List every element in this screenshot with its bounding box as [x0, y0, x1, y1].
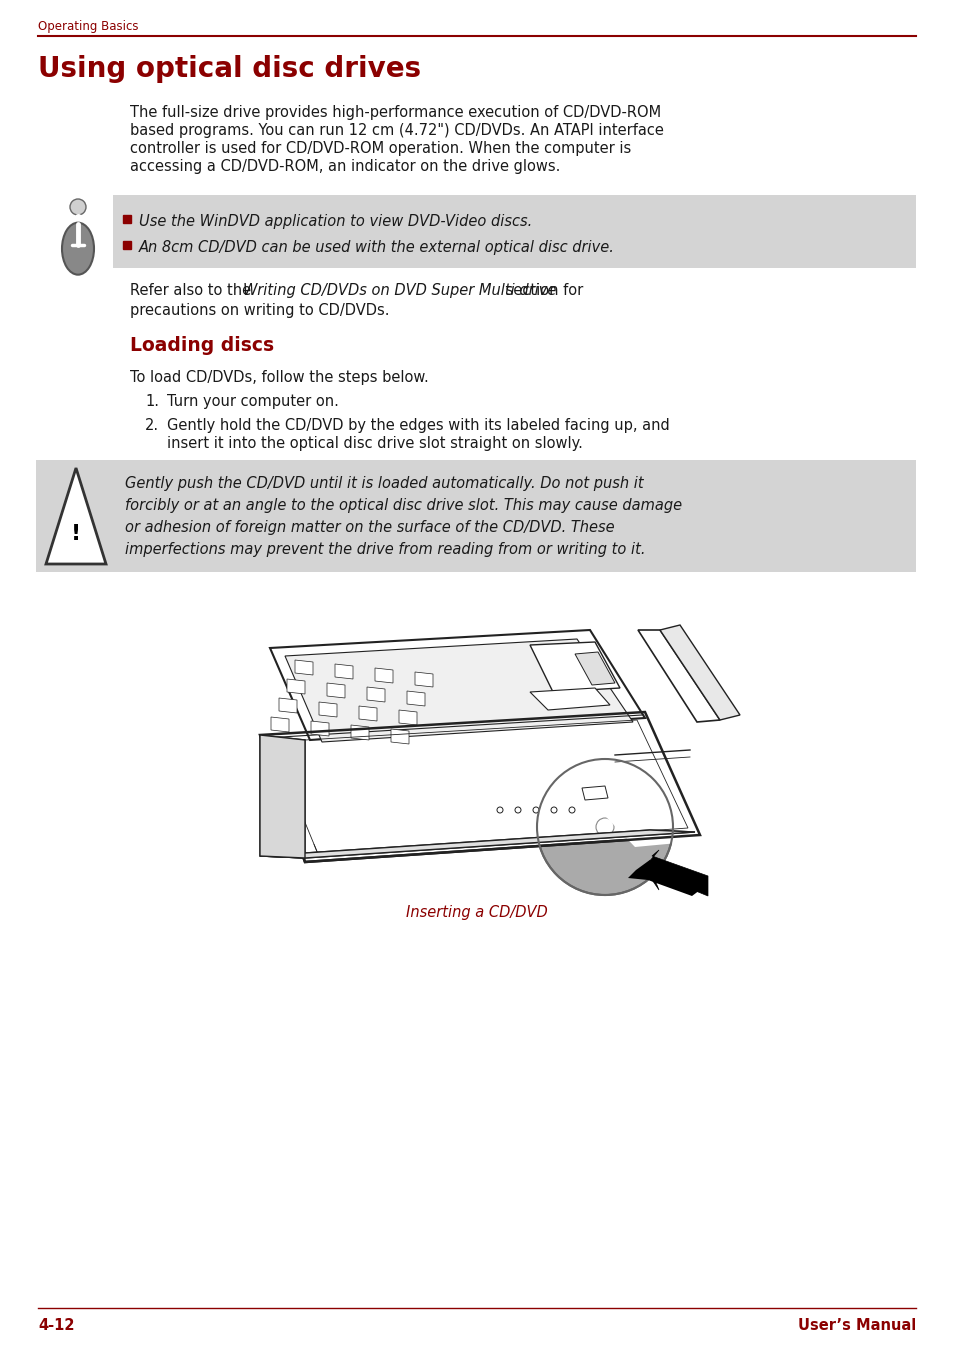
- Polygon shape: [415, 672, 433, 687]
- Circle shape: [278, 834, 291, 846]
- Polygon shape: [375, 668, 393, 683]
- Circle shape: [596, 818, 614, 836]
- Polygon shape: [358, 706, 376, 721]
- Polygon shape: [270, 630, 644, 740]
- Polygon shape: [278, 698, 296, 713]
- Polygon shape: [335, 664, 353, 679]
- Polygon shape: [327, 683, 345, 698]
- FancyBboxPatch shape: [36, 460, 915, 572]
- Polygon shape: [294, 660, 313, 675]
- Text: Turn your computer on.: Turn your computer on.: [167, 393, 338, 410]
- Text: imperfections may prevent the drive from reading from or writing to it.: imperfections may prevent the drive from…: [125, 542, 645, 557]
- Text: Loading discs: Loading discs: [130, 337, 274, 356]
- Circle shape: [497, 807, 502, 813]
- Polygon shape: [46, 468, 106, 564]
- Bar: [123, 241, 131, 249]
- Polygon shape: [318, 702, 336, 717]
- Ellipse shape: [62, 223, 94, 274]
- Polygon shape: [351, 725, 369, 740]
- Polygon shape: [287, 679, 305, 694]
- Text: section for: section for: [500, 283, 582, 297]
- Circle shape: [537, 758, 672, 895]
- Text: An 8cm CD/DVD can be used with the external optical disc drive.: An 8cm CD/DVD can be used with the exter…: [139, 241, 615, 256]
- Polygon shape: [367, 687, 385, 702]
- Text: Gently hold the CD/DVD by the edges with its labeled facing up, and: Gently hold the CD/DVD by the edges with…: [167, 418, 669, 433]
- Circle shape: [551, 807, 557, 813]
- Text: accessing a CD/DVD-ROM, an indicator on the drive glows.: accessing a CD/DVD-ROM, an indicator on …: [130, 160, 559, 174]
- Polygon shape: [260, 735, 305, 859]
- Text: Writing CD/DVDs on DVD Super Multi drive: Writing CD/DVDs on DVD Super Multi drive: [243, 283, 556, 297]
- Text: controller is used for CD/DVD-ROM operation. When the computer is: controller is used for CD/DVD-ROM operat…: [130, 141, 631, 155]
- Text: Inserting a CD/DVD: Inserting a CD/DVD: [406, 904, 547, 919]
- Text: 1.: 1.: [145, 393, 159, 410]
- Circle shape: [515, 807, 520, 813]
- Polygon shape: [272, 721, 687, 854]
- Polygon shape: [643, 850, 707, 896]
- Polygon shape: [260, 830, 695, 859]
- Polygon shape: [581, 786, 607, 800]
- Polygon shape: [248, 704, 709, 854]
- Text: Using optical disc drives: Using optical disc drives: [38, 55, 420, 82]
- Text: User’s Manual: User’s Manual: [797, 1318, 915, 1333]
- Polygon shape: [575, 652, 615, 685]
- Text: The full-size drive provides high-performance execution of CD/DVD-ROM: The full-size drive provides high-perfor…: [130, 105, 660, 120]
- Polygon shape: [271, 717, 289, 731]
- Polygon shape: [285, 639, 633, 742]
- FancyBboxPatch shape: [112, 195, 915, 268]
- Text: Refer also to the: Refer also to the: [130, 283, 255, 297]
- Polygon shape: [530, 688, 609, 710]
- Text: Gently push the CD/DVD until it is loaded automatically. Do not push it: Gently push the CD/DVD until it is loade…: [125, 476, 643, 491]
- Polygon shape: [391, 729, 409, 744]
- Text: To load CD/DVDs, follow the steps below.: To load CD/DVDs, follow the steps below.: [130, 370, 428, 385]
- Circle shape: [533, 807, 538, 813]
- Polygon shape: [311, 721, 329, 735]
- Polygon shape: [260, 830, 695, 859]
- Polygon shape: [530, 642, 619, 692]
- Polygon shape: [398, 710, 416, 725]
- Polygon shape: [638, 630, 720, 722]
- Text: Use the WinDVD application to view DVD-Video discs.: Use the WinDVD application to view DVD-V…: [139, 214, 532, 228]
- Polygon shape: [627, 854, 700, 896]
- Circle shape: [278, 806, 291, 818]
- Text: insert it into the optical disc drive slot straight on slowly.: insert it into the optical disc drive sl…: [167, 435, 582, 452]
- Text: based programs. You can run 12 cm (4.72") CD/DVDs. An ATAPI interface: based programs. You can run 12 cm (4.72"…: [130, 123, 663, 138]
- Polygon shape: [659, 625, 740, 721]
- Text: or adhesion of foreign matter on the surface of the CD/DVD. These: or adhesion of foreign matter on the sur…: [125, 521, 614, 535]
- Circle shape: [70, 199, 86, 215]
- Text: precautions on writing to CD/DVDs.: precautions on writing to CD/DVDs.: [130, 303, 389, 318]
- Text: forcibly or at an angle to the optical disc drive slot. This may cause damage: forcibly or at an angle to the optical d…: [125, 498, 681, 512]
- Text: Operating Basics: Operating Basics: [38, 20, 138, 32]
- Polygon shape: [407, 691, 424, 706]
- Bar: [123, 215, 131, 223]
- Polygon shape: [260, 735, 305, 859]
- Circle shape: [568, 807, 575, 813]
- Text: 2.: 2.: [145, 418, 159, 433]
- Text: !: !: [71, 525, 81, 544]
- Text: 4-12: 4-12: [38, 1318, 74, 1333]
- Polygon shape: [260, 713, 700, 863]
